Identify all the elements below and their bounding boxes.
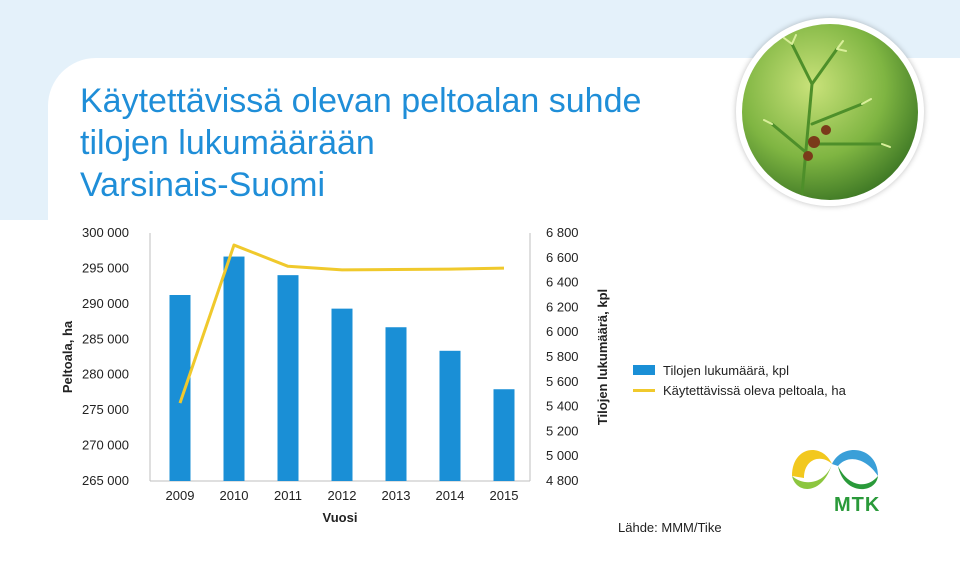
x-tick-2010: 2010: [220, 488, 249, 503]
x-tick-2013: 2013: [382, 488, 411, 503]
y-right-tick: 5 200: [546, 423, 579, 438]
legend-label-bars: Tilojen lukumäärä, kpl: [663, 362, 789, 378]
y-right-tick: 4 800: [546, 473, 579, 488]
x-tick-2012: 2012: [328, 488, 357, 503]
y-right-tick: 6 800: [546, 225, 579, 240]
title-line-2: tilojen lukumäärään: [80, 124, 375, 162]
y-left-tick: 290 000: [82, 296, 129, 311]
y-left-tick: 295 000: [82, 260, 129, 275]
y-right-tick: 6 200: [546, 299, 579, 314]
y-right-tick: 5 400: [546, 399, 579, 414]
line-peltoala: [178, 243, 505, 404]
y-right-tick: 5 600: [546, 374, 579, 389]
y-left-tick: 280 000: [82, 367, 129, 382]
legend-swatch-bars: [633, 365, 655, 375]
y-right-tick: 6 600: [546, 250, 579, 265]
x-tick-2009: 2009: [166, 488, 195, 503]
page-title: Käytettävissä olevan peltoalan suhde til…: [80, 80, 700, 206]
x-tick-2011: 2011: [274, 488, 302, 503]
legend-item-bars: Tilojen lukumäärä, kpl: [633, 360, 846, 380]
legend-item-line: Käytettävissä oleva peltoala, ha: [633, 380, 846, 400]
y-right-tick: 6 000: [546, 324, 579, 339]
y-left-tick: 265 000: [82, 473, 129, 488]
source-note: Lähde: MMM/Tike: [618, 520, 722, 535]
y-left-tick: 270 000: [82, 438, 129, 453]
y-right-axis-label: Tilojen lukumäärä, kpl: [595, 289, 610, 425]
logo-text: MTK: [834, 494, 881, 516]
chart-legend: Tilojen lukumäärä, kpl Käytettävissä ole…: [633, 360, 846, 400]
title-line-3: Varsinais-Suomi: [80, 166, 326, 204]
y-left-tick: 300 000: [82, 225, 129, 240]
spruce-photo: [742, 24, 918, 200]
mtk-logo: MTK: [782, 436, 888, 520]
legend-swatch-line: [633, 388, 655, 392]
y-left-tick: 285 000: [82, 331, 129, 346]
y-right-tick: 5 800: [546, 349, 579, 364]
bar-2009: [169, 295, 191, 481]
legend-label-line: Käytettävissä oleva peltoala, ha: [663, 382, 846, 398]
x-axis-label: Vuosi: [323, 510, 358, 525]
y-right-tick: 6 400: [546, 275, 579, 290]
bar-2014: [439, 350, 461, 481]
y-right-tick: 5 000: [546, 448, 579, 463]
bar-2010: [223, 256, 245, 481]
bar-2011: [277, 275, 299, 481]
bar-2013: [385, 327, 407, 481]
x-tick-2014: 2014: [436, 488, 465, 503]
x-tick-2015: 2015: [490, 488, 519, 503]
y-left-tick: 275 000: [82, 402, 129, 417]
bar-2012: [331, 308, 353, 481]
title-line-1: Käytettävissä olevan peltoalan suhde: [80, 82, 642, 120]
chart: 265 000 270 000 275 000 280 000 285 000 290 0…: [60, 225, 610, 525]
y-left-axis-label: Peltoala, ha: [60, 320, 75, 393]
bar-2015: [493, 389, 515, 481]
